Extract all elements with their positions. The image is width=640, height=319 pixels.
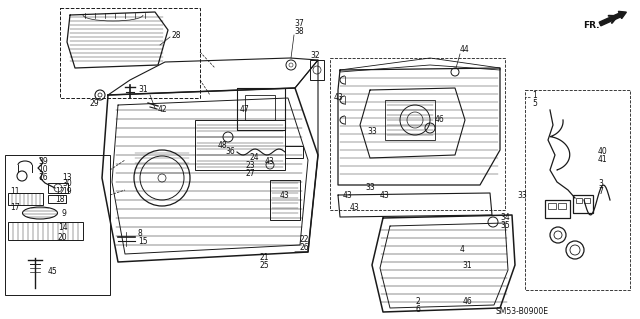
Bar <box>548 203 556 209</box>
Text: 22: 22 <box>300 235 310 244</box>
Bar <box>195 120 285 170</box>
Text: 48: 48 <box>218 140 228 150</box>
Text: 33: 33 <box>517 190 527 199</box>
Text: 41: 41 <box>598 155 607 165</box>
Text: 14: 14 <box>58 224 68 233</box>
Text: 10: 10 <box>38 166 47 174</box>
Text: 33: 33 <box>367 128 377 137</box>
Text: 20: 20 <box>58 233 68 241</box>
Text: 19: 19 <box>62 187 72 196</box>
Text: 42: 42 <box>158 106 168 115</box>
Text: 46: 46 <box>435 115 445 124</box>
Bar <box>8 222 83 240</box>
Bar <box>385 100 435 140</box>
Text: 37: 37 <box>294 19 304 27</box>
Text: 26: 26 <box>300 243 310 253</box>
Bar <box>558 203 566 209</box>
Text: 5: 5 <box>532 99 537 108</box>
Text: 27: 27 <box>245 168 255 177</box>
Text: 8: 8 <box>138 229 143 239</box>
Bar <box>48 195 66 203</box>
Text: 30: 30 <box>62 179 72 188</box>
Text: 4: 4 <box>460 246 465 255</box>
Text: 25: 25 <box>260 262 269 271</box>
Text: 13: 13 <box>62 173 72 182</box>
Text: 9: 9 <box>62 209 67 218</box>
Text: 23: 23 <box>245 160 255 169</box>
Bar <box>5 155 110 295</box>
Text: 43: 43 <box>280 190 290 199</box>
Text: 45: 45 <box>48 268 58 277</box>
Text: 1: 1 <box>532 91 537 100</box>
Text: 38: 38 <box>294 26 303 35</box>
Text: 6: 6 <box>415 306 420 315</box>
Text: 44: 44 <box>460 46 470 55</box>
Bar <box>285 146 303 158</box>
Text: 18: 18 <box>55 196 65 204</box>
Text: 36: 36 <box>225 147 235 157</box>
Text: 40: 40 <box>598 147 608 157</box>
Bar <box>270 180 300 220</box>
Text: 3: 3 <box>598 179 603 188</box>
Text: 17: 17 <box>10 203 20 211</box>
Bar <box>245 95 275 120</box>
Bar <box>545 200 570 218</box>
Text: 21: 21 <box>260 254 269 263</box>
Text: 33: 33 <box>365 183 375 192</box>
Text: 34: 34 <box>500 213 509 222</box>
Bar <box>584 198 590 203</box>
Text: 7: 7 <box>598 187 603 196</box>
Bar <box>8 193 43 205</box>
Text: 28: 28 <box>172 31 182 40</box>
Text: 35: 35 <box>500 221 509 231</box>
Text: 43: 43 <box>350 204 360 212</box>
Text: 43: 43 <box>265 158 275 167</box>
Text: 2: 2 <box>415 298 420 307</box>
Text: 46: 46 <box>463 298 473 307</box>
Text: SM53-B0900E: SM53-B0900E <box>496 308 549 316</box>
Bar <box>525 90 630 290</box>
Bar <box>330 58 505 210</box>
Bar <box>48 183 68 193</box>
Bar <box>60 8 200 98</box>
Text: 43: 43 <box>334 93 344 101</box>
Text: 47: 47 <box>240 106 250 115</box>
Text: 11: 11 <box>10 188 19 197</box>
Text: 12: 12 <box>55 188 65 197</box>
Bar <box>573 195 593 213</box>
Text: 15: 15 <box>138 238 148 247</box>
Text: 29: 29 <box>90 99 100 108</box>
Text: 31: 31 <box>462 261 472 270</box>
Text: 43: 43 <box>380 190 390 199</box>
FancyArrow shape <box>599 11 627 26</box>
Text: 39: 39 <box>38 158 48 167</box>
Text: 16: 16 <box>38 174 47 182</box>
Text: 31: 31 <box>138 85 148 94</box>
Bar <box>310 60 324 80</box>
Text: 32: 32 <box>310 50 319 60</box>
Text: 43: 43 <box>343 190 353 199</box>
Text: FR.: FR. <box>583 21 600 31</box>
Bar <box>576 198 582 203</box>
Text: 24: 24 <box>250 152 260 161</box>
